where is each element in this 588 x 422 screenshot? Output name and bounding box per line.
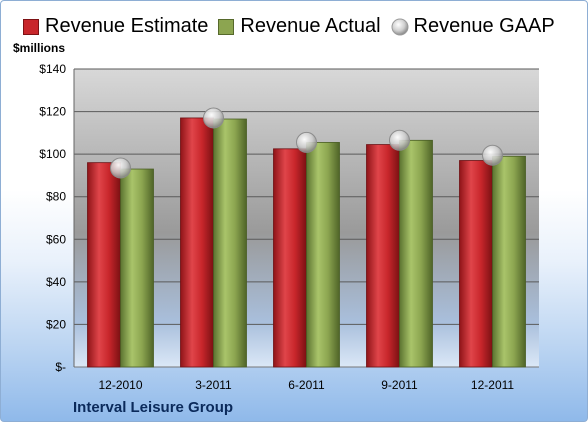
- y-tick-label: $100: [39, 147, 66, 161]
- x-tick-label: 12-2010: [98, 378, 142, 392]
- y-axis-unit-label: $millions: [13, 41, 66, 55]
- legend-label-revenue-actual: Revenue Actual: [240, 15, 381, 37]
- bar-revenue-estimate: [273, 148, 307, 368]
- legend-item-revenue-gaap: Revenue GAAP: [391, 15, 555, 38]
- marker-revenue-gaap: [296, 131, 317, 153]
- bar-revenue-actual: [492, 155, 526, 368]
- legend-label-revenue-estimate: Revenue Estimate: [45, 15, 209, 37]
- legend-item-revenue-actual: Revenue Actual: [218, 15, 381, 38]
- company-name: Interval Leisure Group: [73, 399, 234, 416]
- bar-revenue-actual: [306, 142, 340, 368]
- y-tick-label: $80: [46, 190, 66, 204]
- legend-marker-revenue-gaap: [391, 18, 409, 35]
- legend-item-revenue-estimate: Revenue Estimate: [23, 15, 208, 38]
- marker-revenue-gaap: [110, 157, 131, 179]
- bar-revenue-estimate: [459, 160, 493, 368]
- legend-swatch-revenue-actual: [218, 18, 235, 35]
- x-tick-label: 12-2011: [471, 378, 514, 392]
- y-tick-label: $20: [46, 317, 66, 331]
- bar-revenue-actual: [120, 168, 154, 368]
- x-tick-label: 3-2011: [195, 378, 232, 392]
- bar-revenue-actual: [213, 118, 247, 368]
- legend-swatch-revenue-estimate: [23, 18, 39, 35]
- legend-label-revenue-gaap: Revenue GAAP: [413, 15, 555, 37]
- y-tick-label: $140: [39, 62, 66, 76]
- bar-revenue-estimate: [366, 144, 400, 368]
- y-tick-label: $120: [39, 105, 66, 119]
- marker-revenue-gaap: [482, 144, 503, 166]
- y-tick-label: $60: [46, 232, 66, 246]
- bar-revenue-estimate: [87, 162, 121, 368]
- bar-revenue-estimate: [180, 117, 214, 368]
- x-tick-label: 6-2011: [288, 378, 325, 392]
- x-tick-label: 9-2011: [381, 378, 418, 392]
- legend: Revenue Estimate Revenue Actual Revenue …: [23, 15, 565, 38]
- marker-revenue-gaap: [389, 129, 410, 151]
- bar-revenue-actual: [399, 139, 433, 368]
- y-tick-label: $-: [55, 360, 66, 374]
- y-tick-label: $40: [46, 275, 66, 289]
- marker-revenue-gaap: [203, 107, 224, 129]
